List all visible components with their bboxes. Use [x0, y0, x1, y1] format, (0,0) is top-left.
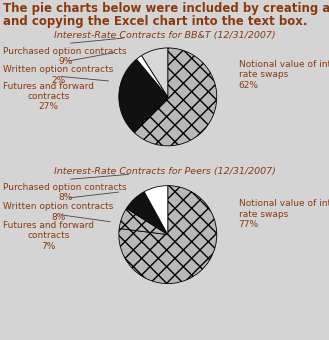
Text: Futures and forward
contracts
7%: Futures and forward contracts 7%	[3, 221, 94, 251]
Text: Interest-Rate Contracts for BB&T (12/31/2007): Interest-Rate Contracts for BB&T (12/31/…	[54, 31, 275, 40]
Text: Notional value of interest-
rate swaps
77%: Notional value of interest- rate swaps 7…	[239, 199, 329, 229]
Wedge shape	[137, 55, 168, 97]
Text: Interest-Rate Contracts for Peers (12/31/2007): Interest-Rate Contracts for Peers (12/31…	[54, 167, 275, 176]
Text: and copying the Excel chart into the text box.: and copying the Excel chart into the tex…	[3, 15, 308, 28]
Wedge shape	[126, 192, 168, 235]
Wedge shape	[134, 48, 217, 146]
Text: Purchased option contracts
8%: Purchased option contracts 8%	[3, 183, 127, 202]
Text: Written option contracts
8%: Written option contracts 8%	[3, 202, 114, 222]
Wedge shape	[119, 208, 168, 235]
Text: Purchased option contracts
9%: Purchased option contracts 9%	[3, 47, 127, 66]
Wedge shape	[119, 59, 168, 133]
Text: The pie charts below were included by creating a text bo: The pie charts below were included by cr…	[3, 2, 329, 15]
Wedge shape	[144, 186, 168, 235]
Wedge shape	[119, 186, 217, 284]
Text: Written option contracts
2%: Written option contracts 2%	[3, 65, 114, 85]
Text: Futures and forward
contracts
27%: Futures and forward contracts 27%	[3, 82, 94, 112]
Wedge shape	[141, 48, 168, 97]
Text: Notional value of interest-
rate swaps
62%: Notional value of interest- rate swaps 6…	[239, 60, 329, 90]
